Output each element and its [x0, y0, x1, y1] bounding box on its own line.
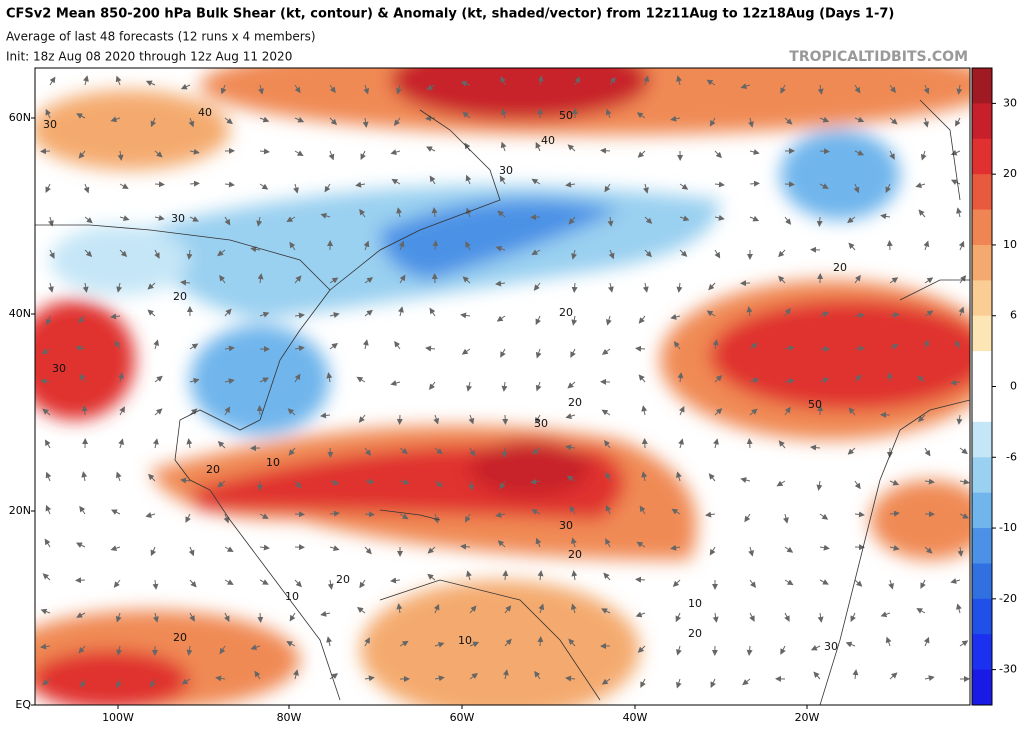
colorbar-segment: [972, 670, 992, 706]
contour-label: 30: [52, 362, 66, 375]
colorbar-label: 0: [1010, 380, 1017, 393]
subtitle: Average of last 48 forecasts (12 runs x …: [6, 30, 316, 44]
colorbar-label: -30: [999, 663, 1017, 676]
contour-label: 20: [568, 548, 582, 561]
colorbar-label: -10: [999, 521, 1017, 534]
lon-label: 80W: [277, 711, 302, 724]
contour-label: 30: [559, 519, 573, 532]
colorbar-label: 20: [1003, 167, 1017, 180]
colorbar-segment: [972, 457, 992, 493]
contour-label: 20: [688, 627, 702, 640]
colorbar-segment: [972, 139, 992, 175]
vector: [820, 151, 829, 152]
lon-label: 60W: [450, 711, 475, 724]
vector: [155, 184, 164, 185]
colorbar-label: 10: [1003, 238, 1017, 251]
contour-label: 30: [534, 417, 548, 430]
vector: [365, 514, 374, 515]
colorbar-segment: [972, 422, 992, 458]
colorbar-label: 6: [1010, 309, 1017, 322]
watermark: TROPICALTIDBITS.COM: [789, 49, 968, 65]
vector: [426, 118, 435, 119]
vector: [601, 150, 610, 151]
vector: [260, 613, 261, 622]
contour-label: 50: [808, 398, 822, 411]
contour-label: 40: [541, 134, 555, 147]
colorbar-segment: [972, 351, 992, 387]
init: Init: 18z Aug 08 2020 through 12z Aug 11…: [6, 50, 292, 64]
contour-label: 30: [499, 164, 513, 177]
vector: [749, 439, 750, 448]
contour-label: 20: [173, 290, 187, 303]
colorbar-segment: [972, 316, 992, 352]
colorbar: 30 20 10 6 0 -6 -10 -20 -30: [972, 68, 1017, 706]
map: 40 30 50 40 30 30 20 20 20 30 50 20 30 10 20 30 20 20 10 10…: [0, 35, 1000, 720]
lon-label: 100W: [102, 711, 134, 724]
lon-label: 20W: [795, 711, 820, 724]
colorbar-segment: [972, 599, 992, 635]
colorbar-segment: [972, 245, 992, 281]
contour-label: 30: [824, 640, 838, 653]
vector: [330, 448, 331, 457]
vector: [636, 579, 645, 580]
lat-label: 60N: [9, 111, 31, 124]
vector: [295, 514, 304, 515]
colorbar-segment: [972, 634, 992, 670]
contour-label: 20: [206, 463, 220, 476]
contour-label: 10: [266, 456, 280, 469]
colorbar-label: -6: [1006, 450, 1017, 463]
colorbar-segment: [972, 68, 992, 104]
lon-label: 40W: [623, 711, 648, 724]
contour-label: 10: [458, 634, 472, 647]
colorbar-label: -20: [999, 592, 1017, 605]
vector: [190, 183, 199, 184]
lat-label: EQ: [15, 698, 31, 711]
vector: [750, 183, 759, 184]
contour-label: 30: [43, 118, 57, 131]
contour-label: 50: [559, 109, 573, 122]
vector: [636, 348, 645, 349]
contour-label: 20: [568, 396, 582, 409]
contour-label: 20: [559, 306, 573, 319]
vector: [785, 184, 794, 185]
colorbar-label: 30: [1003, 96, 1017, 109]
colorbar-segment: [972, 103, 992, 139]
contour-label: 20: [833, 261, 847, 274]
contour-label: 20: [336, 573, 350, 586]
contour-label: 10: [688, 597, 702, 610]
vector: [889, 241, 890, 250]
lat-label: 40N: [9, 307, 31, 320]
title: CFSv2 Mean 850-200 hPa Bulk Shear (kt, c…: [6, 7, 894, 22]
colorbar-segment: [972, 280, 992, 316]
lat-label: 20N: [9, 504, 31, 517]
colorbar-segment: [972, 387, 992, 423]
contour-label: 40: [198, 106, 212, 119]
colorbar-segment: [972, 174, 992, 210]
colorbar-segment: [972, 210, 992, 246]
colorbar-segment: [972, 493, 992, 529]
vector: [819, 217, 820, 226]
colorbar-segment: [972, 563, 992, 599]
contour-label: 20: [173, 631, 187, 644]
contour-label: 30: [171, 212, 185, 225]
colorbar-segment: [972, 528, 992, 564]
